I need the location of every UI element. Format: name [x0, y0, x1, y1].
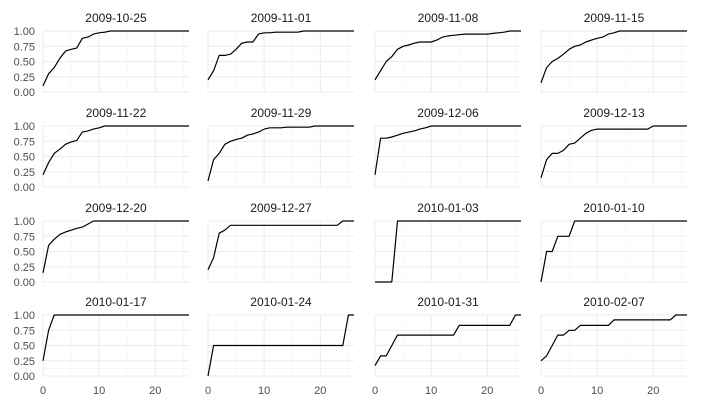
series-line — [374, 30, 521, 81]
series-line — [207, 30, 354, 81]
facet-panel: 2009-11-29 — [207, 106, 354, 188]
y-tick-label: 0.25 — [14, 356, 35, 368]
y-tick-label: 0.00 — [14, 277, 35, 289]
facet-panel: 2010-01-31 0 10 20 — [372, 295, 521, 397]
series-line — [374, 314, 521, 366]
series-line — [207, 314, 354, 377]
y-tick-label: 1.00 — [14, 26, 35, 38]
series-line — [540, 314, 687, 362]
y-tick-label: 0.75 — [14, 325, 35, 337]
y-tick-label: 0.75 — [14, 231, 35, 243]
facet-title: 2009-12-20 — [85, 201, 147, 215]
x-tick-label: 10 — [591, 385, 603, 397]
facet-panel: 2010-02-07 0 10 20 — [538, 295, 687, 397]
x-tick-label: 10 — [425, 385, 437, 397]
facet-title: 2009-11-22 — [86, 106, 147, 120]
facet-panel: 2010-01-03 — [374, 201, 521, 283]
y-tick-label: 0.25 — [14, 262, 35, 274]
y-tick-label: 0.00 — [14, 182, 35, 194]
facet-panel: 2009-12-06 — [374, 106, 521, 188]
y-tick-label: 0.75 — [14, 41, 35, 53]
facet-title: 2010-01-17 — [85, 295, 147, 309]
facet-title: 2010-01-03 — [417, 201, 479, 215]
facet-panel: 2009-12-20 0.00 0.25 0.50 0.75 1.00 — [14, 201, 189, 289]
x-tick-label: 10 — [258, 385, 270, 397]
y-tick-label: 0.00 — [14, 87, 35, 99]
y-tick-label: 0.00 — [14, 371, 35, 383]
x-tick-label: 0 — [40, 385, 46, 397]
facet-panel: 2010-01-10 — [540, 201, 687, 283]
facet-panel: 2009-11-01 — [207, 11, 354, 93]
y-tick-label: 0.75 — [14, 136, 35, 148]
facet-title: 2010-01-24 — [250, 295, 312, 309]
series-line — [42, 125, 189, 176]
facet-title: 2009-11-15 — [584, 11, 645, 25]
facet-title: 2010-01-31 — [417, 295, 479, 309]
series-line — [540, 125, 687, 178]
x-tick-label: 20 — [149, 385, 161, 397]
facet-title: 2009-11-08 — [418, 11, 479, 25]
y-tick-label: 1.00 — [14, 121, 35, 133]
x-tick-label: 20 — [481, 385, 493, 397]
facet-title: 2010-01-10 — [583, 201, 645, 215]
facet-panel: 2010-01-24 0 10 20 — [205, 295, 354, 397]
y-tick-label: 0.50 — [14, 247, 35, 259]
x-tick-label: 20 — [314, 385, 326, 397]
facet-panel: 2009-12-27 — [207, 201, 354, 283]
facet-title: 2009-12-27 — [250, 201, 312, 215]
facet-title: 2009-11-01 — [251, 11, 312, 25]
series-line — [540, 220, 687, 283]
facet-title: 2009-11-29 — [251, 106, 312, 120]
y-tick-label: 0.50 — [14, 57, 35, 69]
series-line — [375, 220, 521, 283]
series-line — [207, 220, 354, 271]
facet-panel: 2009-11-22 0.00 0.25 0.50 0.75 1.00 — [14, 106, 189, 194]
y-tick-label: 0.50 — [14, 341, 35, 353]
series-line — [374, 125, 521, 175]
x-tick-label: 20 — [647, 385, 659, 397]
facet-title: 2009-12-06 — [417, 106, 479, 120]
facet-panel: 2009-10-25 0.00 0.25 0.50 0.75 1.00 — [14, 11, 189, 99]
y-tick-label: 0.50 — [14, 152, 35, 164]
facet-panel: 2010-01-17 0.00 0.25 0.50 0.75 1.00 0 10 20 — [14, 295, 189, 397]
x-tick-label: 10 — [93, 385, 105, 397]
x-tick-label: 0 — [205, 385, 211, 397]
series-line — [540, 30, 687, 84]
y-tick-label: 1.00 — [14, 216, 35, 228]
series-line — [207, 125, 354, 182]
facet-title: 2009-12-13 — [583, 106, 645, 120]
facet-panel: 2009-12-13 — [540, 106, 687, 188]
y-tick-label: 0.25 — [14, 72, 35, 84]
x-tick-label: 0 — [372, 385, 378, 397]
series-line — [42, 30, 189, 87]
facet-panel: 2009-11-15 — [540, 11, 687, 93]
facet-panel: 2009-11-08 — [374, 11, 521, 93]
y-tick-label: 0.25 — [14, 167, 35, 179]
y-tick-label: 1.00 — [14, 310, 35, 322]
series-line — [42, 220, 189, 274]
facet-title: 2010-02-07 — [583, 295, 645, 309]
facet-title: 2009-10-25 — [85, 11, 147, 25]
series-line — [42, 314, 189, 361]
x-tick-label: 0 — [538, 385, 544, 397]
